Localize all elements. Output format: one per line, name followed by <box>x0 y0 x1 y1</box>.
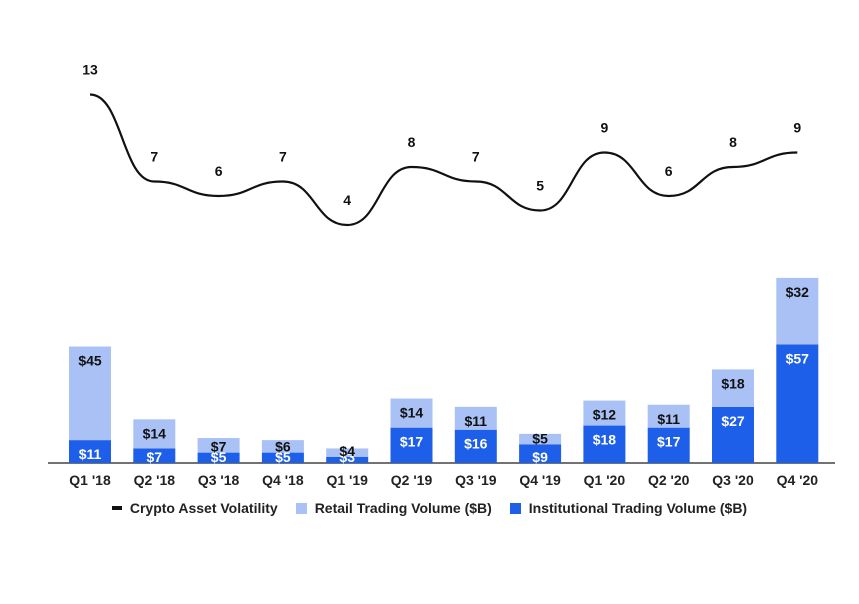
bar-institutional <box>583 425 626 463</box>
bar-retail <box>133 419 176 449</box>
legend-item-institutional: Institutional Trading Volume ($B) <box>509 500 748 516</box>
data-label-institutional: $9 <box>532 449 548 465</box>
data-label-retail: $18 <box>721 375 745 391</box>
data-label-retail: $11 <box>465 413 488 429</box>
bar-retail <box>776 277 819 345</box>
data-label-volatility: 8 <box>408 134 416 150</box>
data-label-institutional: $18 <box>593 432 617 448</box>
bar-retail <box>583 400 626 426</box>
data-label-retail: $6 <box>275 439 291 455</box>
bar-retail <box>519 433 562 445</box>
data-label-institutional: $11 <box>79 446 102 462</box>
legend-swatch-retail <box>295 502 307 514</box>
data-label-institutional: $5 <box>211 449 227 465</box>
bar-institutional <box>519 444 562 463</box>
data-label-retail: $14 <box>143 425 167 441</box>
legend-item-retail: Retail Trading Volume ($B) <box>295 500 492 516</box>
data-label-institutional: $5 <box>275 449 291 465</box>
bar-institutional <box>326 456 369 463</box>
bar-institutional <box>647 427 690 463</box>
data-label-institutional: $7 <box>147 449 163 465</box>
bar-retail <box>712 369 754 407</box>
x-tick-label: Q3 '18 <box>198 472 240 488</box>
series-line-volatility <box>89 93 798 227</box>
x-tick-label: Q3 '20 <box>712 472 754 488</box>
x-tick-label: Q1 '19 <box>326 472 368 488</box>
x-tick-label: Q3 '19 <box>455 472 497 488</box>
data-label-institutional: $3 <box>339 449 355 465</box>
bar-retail <box>647 404 690 428</box>
bar-institutional <box>776 344 819 463</box>
data-label-retail: $4 <box>339 443 355 459</box>
x-tick-label: Q1 '18 <box>69 472 111 488</box>
legend-label-volatility: Crypto Asset Volatility <box>129 500 278 516</box>
data-label-volatility: 6 <box>215 163 223 179</box>
x-tick-label: Q4 '19 <box>519 472 561 488</box>
legend-label-retail: Retail Trading Volume ($B) <box>314 500 492 516</box>
bar-institutional <box>390 427 433 463</box>
bar-institutional <box>712 406 754 463</box>
bar-institutional <box>454 429 497 463</box>
bar-institutional <box>133 448 176 463</box>
data-label-retail: $14 <box>400 405 424 421</box>
bar-retail <box>197 438 240 453</box>
data-label-volatility: 9 <box>601 120 609 136</box>
bar-retail <box>261 440 304 453</box>
bar-retail <box>454 406 497 430</box>
bar-institutional <box>197 452 240 463</box>
bar-institutional <box>69 440 111 463</box>
x-tick-label: Q2 '20 <box>648 472 690 488</box>
x-tick-label: Q2 '18 <box>134 472 176 488</box>
data-label-retail: $11 <box>657 411 680 427</box>
x-tick-label: Q4 '20 <box>777 472 819 488</box>
x-tick-label: Q4 '18 <box>262 472 304 488</box>
bar-retail <box>326 448 369 457</box>
data-label-institutional: $27 <box>721 413 745 429</box>
data-label-volatility: 9 <box>793 120 801 136</box>
data-label-retail: $5 <box>532 430 548 446</box>
data-label-institutional: $16 <box>464 436 488 452</box>
data-label-volatility: 7 <box>150 149 158 165</box>
data-label-institutional: $17 <box>400 434 424 450</box>
data-label-volatility: 8 <box>729 134 737 150</box>
data-label-institutional: $57 <box>786 350 810 366</box>
data-label-retail: $7 <box>211 439 227 455</box>
data-label-volatility: 7 <box>279 149 287 165</box>
bar-institutional <box>261 452 304 463</box>
legend-swatch-volatility <box>111 506 122 510</box>
data-label-institutional: $17 <box>657 434 681 450</box>
data-label-volatility: 13 <box>82 62 98 78</box>
legend-label-institutional: Institutional Trading Volume ($B) <box>528 500 748 516</box>
data-label-retail: $12 <box>593 407 617 423</box>
legend-item-volatility: Crypto Asset Volatility <box>111 500 278 516</box>
data-label-volatility: 5 <box>536 178 544 194</box>
x-tick-label: Q1 '20 <box>584 472 626 488</box>
data-label-retail: $32 <box>786 284 810 300</box>
data-label-volatility: 7 <box>472 149 480 165</box>
data-label-volatility: 6 <box>665 163 673 179</box>
data-label-retail: $45 <box>78 353 102 369</box>
data-label-volatility: 4 <box>343 192 351 208</box>
bar-retail <box>69 346 111 441</box>
x-tick-label: Q2 '19 <box>391 472 433 488</box>
legend-swatch-institutional <box>509 502 521 514</box>
legend: Crypto Asset Volatility Retail Trading V… <box>0 500 859 516</box>
bar-retail <box>390 398 433 428</box>
